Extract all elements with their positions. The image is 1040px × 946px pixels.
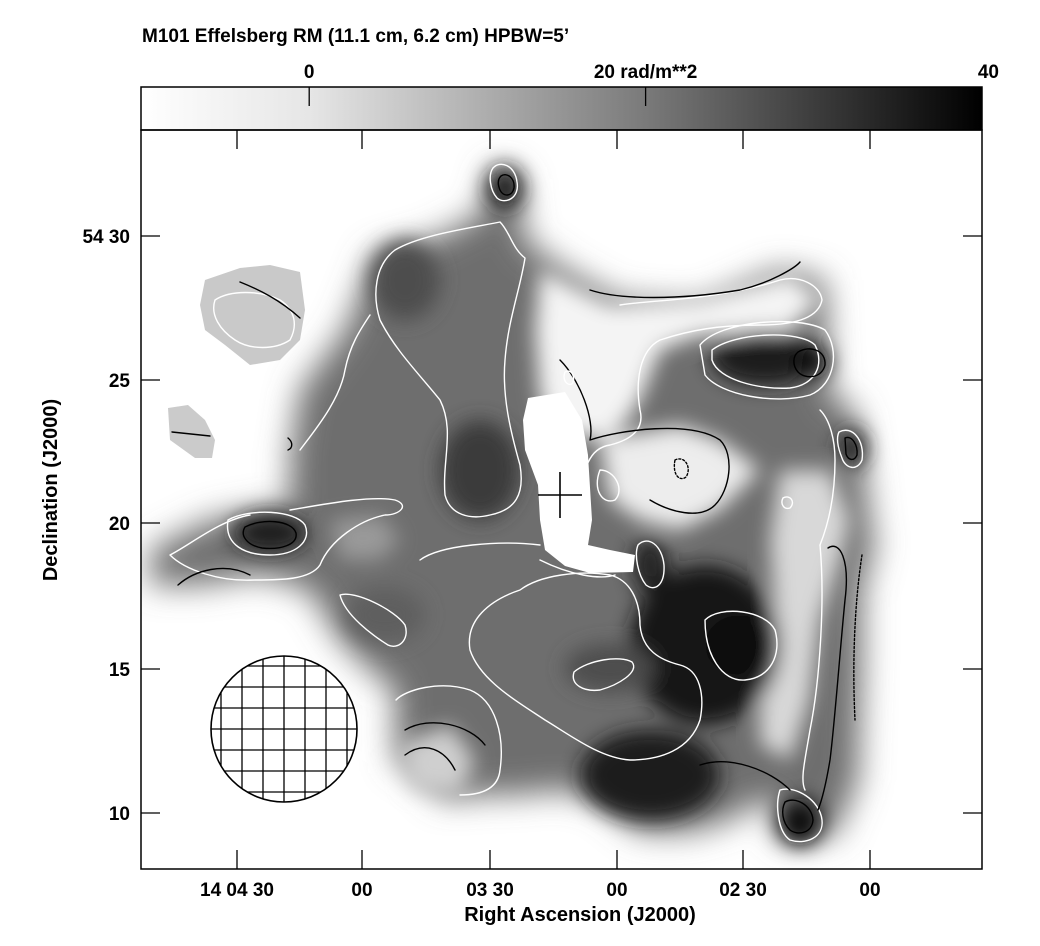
y-tick-label: 54 30 (82, 227, 130, 248)
x-tick-label: 00 (351, 880, 372, 901)
x-tick-label: 14 04 30 (200, 880, 274, 901)
colorbar-label: 0 (304, 62, 315, 83)
x-tick-label: 02 30 (719, 880, 767, 901)
x-tick-label: 00 (606, 880, 627, 901)
colorbar: 0 20 rad/m**2 40 (140, 62, 999, 131)
y-tick-label: 20 (109, 514, 130, 535)
colorbar-label: 40 (978, 62, 999, 83)
x-tick-labels: 14 04 30 00 03 30 00 02 30 00 (200, 880, 881, 901)
y-tick-label: 15 (109, 660, 131, 681)
colorbar-labels: 0 20 rad/m**2 40 (304, 62, 999, 83)
x-tick-label: 00 (859, 880, 880, 901)
y-tick-label: 25 (109, 371, 131, 392)
colorbar-ticks (308, 87, 647, 106)
y-axis-ticks (141, 235, 982, 814)
rm-map-outer-patches (168, 265, 305, 458)
x-axis-ticks (236, 130, 871, 869)
rm-map-blank-center (523, 392, 635, 573)
y-tick-label: 10 (109, 804, 130, 825)
rm-map (150, 163, 875, 846)
beam-indicator (210, 655, 358, 803)
y-tick-labels: 54 30 25 20 15 10 (82, 227, 130, 825)
galaxy-center-marker (538, 472, 582, 518)
chart-title: M101 Effelsberg RM (11.1 cm, 6.2 cm) HPB… (142, 26, 569, 47)
contour-lines (169, 163, 864, 843)
colorbar-gradient (140, 86, 983, 131)
rm-map-detail (232, 166, 867, 846)
colorbar-label: 20 rad/m**2 (594, 62, 698, 83)
y-axis-label: Declination (J2000) (40, 399, 62, 581)
plot-frame (140, 129, 983, 870)
x-axis-label: Right Ascension (J2000) (464, 904, 696, 926)
x-tick-label: 03 30 (466, 880, 514, 901)
